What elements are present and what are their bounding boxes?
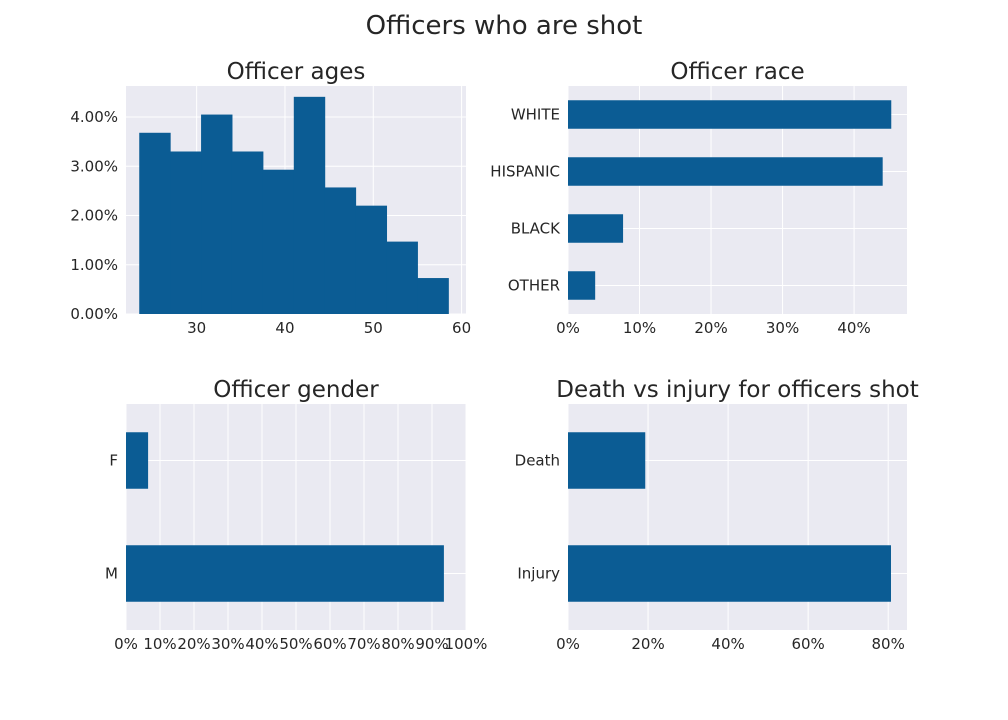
histogram-bar — [139, 132, 171, 314]
x-tick-label: 30% — [766, 319, 799, 337]
y-tick-label: M — [105, 565, 118, 583]
x-tick-label: 60% — [791, 635, 824, 653]
y-tick-label: Injury — [517, 565, 560, 583]
x-tick-label: 80% — [381, 635, 414, 653]
chart-panel-gender: Officer gender F M 0% 10% 20% 30% 40% 50% 60% 70% 8… — [105, 377, 487, 653]
chart-title: Officer gender — [213, 377, 379, 403]
x-tick-label: 40% — [245, 635, 278, 653]
figure-title: Officers who are shot — [366, 11, 643, 41]
chart-title: Death vs injury for officers shot — [556, 377, 919, 403]
chart-panel-ages: Officer ages 30 40 50 60 0.00% 1.00% 2.00% 3.00%… — [70, 59, 471, 337]
bar-m — [126, 545, 444, 602]
bar-f — [126, 432, 149, 489]
histogram-bar — [355, 205, 388, 314]
x-tick-label: 30% — [211, 635, 244, 653]
y-tick-label: Death — [515, 452, 560, 470]
y-tick-label: 3.00% — [70, 157, 118, 175]
bar-other — [568, 271, 596, 300]
x-tick-label: 50% — [279, 635, 312, 653]
chart-title: Officer ages — [227, 59, 366, 85]
bar-injury — [568, 545, 891, 602]
x-tick-label: 60 — [452, 319, 471, 337]
y-tick-label: BLACK — [511, 220, 561, 238]
x-tick-label: 40% — [837, 319, 870, 337]
histogram-bar — [231, 151, 264, 314]
y-tick-label: F — [109, 452, 118, 470]
x-tick-label: 0% — [556, 635, 580, 653]
bar-black — [568, 214, 624, 243]
y-tick-label: HISPANIC — [490, 163, 560, 181]
x-tick-label: 20% — [694, 319, 727, 337]
y-tick-label: 1.00% — [70, 256, 118, 274]
bar-white — [568, 100, 892, 129]
x-tick-label: 70% — [347, 635, 380, 653]
x-tick-label: 30 — [187, 319, 206, 337]
x-tick-label: 50 — [364, 319, 383, 337]
x-tick-label: 40% — [711, 635, 744, 653]
histogram-bar — [324, 187, 357, 314]
y-tick-label: 0.00% — [70, 305, 118, 323]
chart-panels: Officer ages 30 40 50 60 0.00% 1.00% 2.00% 3.00%… — [70, 59, 918, 653]
x-tick-label: 10% — [623, 319, 656, 337]
y-tick-label: WHITE — [511, 106, 560, 124]
x-tick-label: 20% — [177, 635, 210, 653]
histogram-bar — [262, 169, 295, 314]
chart-panel-outcome: Death vs injury for officers shot Death In… — [515, 377, 919, 653]
x-tick-label: 100% — [445, 635, 488, 653]
x-tick-label: 40 — [275, 319, 294, 337]
y-tick-label: OTHER — [508, 277, 560, 295]
histogram-bar — [201, 114, 233, 314]
bar-death — [568, 432, 646, 489]
x-tick-label: 80% — [872, 635, 905, 653]
histogram-bar — [386, 241, 418, 314]
y-tick-label: 2.00% — [70, 207, 118, 225]
x-tick-label: 0% — [114, 635, 138, 653]
bar-hispanic — [568, 157, 883, 186]
x-tick-label: 0% — [556, 319, 580, 337]
histogram-bar — [170, 151, 202, 314]
histogram-bar — [417, 278, 449, 314]
y-tick-label: 4.00% — [70, 108, 118, 126]
chart-title: Officer race — [670, 59, 804, 85]
x-tick-label: 90% — [415, 635, 448, 653]
x-tick-label: 10% — [143, 635, 176, 653]
chart-panel-race: Officer race WHITE HISPANIC BLACK OTHER 0% 10%… — [490, 59, 907, 337]
x-tick-label: 60% — [313, 635, 346, 653]
x-tick-label: 20% — [631, 635, 664, 653]
histogram-bar — [293, 96, 326, 314]
